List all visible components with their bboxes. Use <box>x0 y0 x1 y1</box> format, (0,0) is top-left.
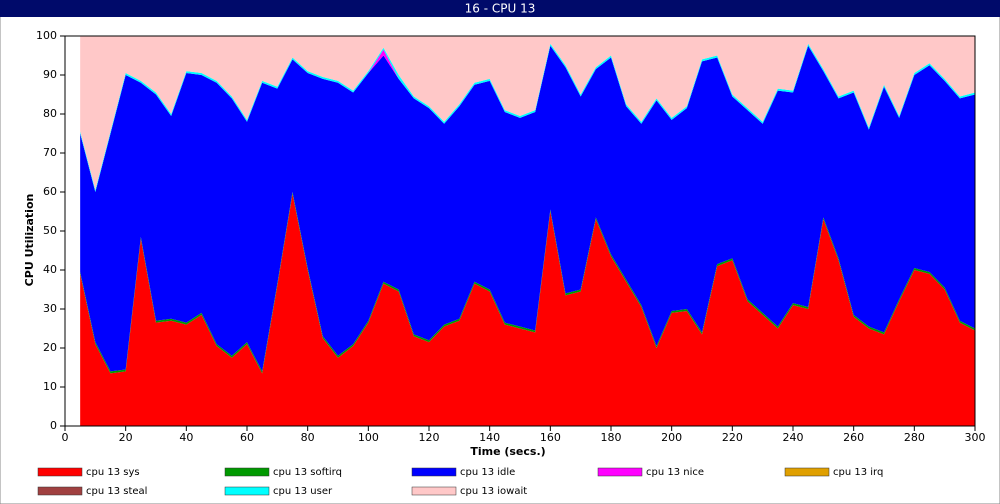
area <box>80 36 975 191</box>
legend-label: cpu 13 softirq <box>273 467 342 478</box>
x-tick-label: 180 <box>601 431 622 444</box>
x-tick-label: 100 <box>358 431 379 444</box>
chart-title: 16 - CPU 13 <box>465 2 536 16</box>
x-tick-label: 80 <box>301 431 315 444</box>
legend-swatch <box>411 486 457 496</box>
legend-swatch <box>411 467 457 477</box>
y-tick-label: 100 <box>36 29 57 42</box>
y-tick-label: 90 <box>43 68 57 81</box>
title-bar <box>0 0 1000 17</box>
legend-swatch <box>37 467 83 477</box>
x-tick-label: 260 <box>843 431 864 444</box>
x-tick-label: 240 <box>783 431 804 444</box>
legend-label: cpu 13 sys <box>86 467 140 478</box>
x-tick-label: 60 <box>240 431 254 444</box>
y-tick-label: 20 <box>43 341 57 354</box>
legend-label: cpu 13 steal <box>86 486 147 497</box>
x-tick-label: 140 <box>479 431 500 444</box>
x-tick-label: 0 <box>62 431 69 444</box>
legend-label: cpu 13 iowait <box>460 486 527 497</box>
legend-swatch <box>224 486 270 496</box>
y-tick-label: 40 <box>43 263 57 276</box>
legend-swatch <box>37 486 83 496</box>
x-tick-label: 220 <box>722 431 743 444</box>
legend-swatch <box>597 467 643 477</box>
y-tick-label: 80 <box>43 107 57 120</box>
y-tick-label: 60 <box>43 185 57 198</box>
y-axis-label: CPU Utilization <box>23 194 36 287</box>
x-tick-label: 40 <box>179 431 193 444</box>
x-tick-label: 20 <box>119 431 133 444</box>
y-tick-label: 0 <box>50 419 57 432</box>
x-tick-label: 280 <box>904 431 925 444</box>
y-tick-label: 10 <box>43 380 57 393</box>
legend-label: cpu 13 irq <box>833 467 883 478</box>
y-tick-label: 30 <box>43 302 57 315</box>
x-tick-label: 300 <box>965 431 986 444</box>
x-tick-label: 160 <box>540 431 561 444</box>
x-axis-label: Time (secs.) <box>470 445 545 458</box>
legend-label: cpu 13 idle <box>460 467 515 478</box>
area <box>80 45 975 372</box>
x-tick-label: 120 <box>419 431 440 444</box>
legend-swatch <box>784 467 830 477</box>
legend-swatch <box>224 467 270 477</box>
x-tick-label: 200 <box>661 431 682 444</box>
y-tick-label: 70 <box>43 146 57 159</box>
legend-label: cpu 13 nice <box>646 467 704 478</box>
area <box>80 193 975 426</box>
legend-label: cpu 13 user <box>273 486 333 497</box>
y-tick-label: 50 <box>43 224 57 237</box>
